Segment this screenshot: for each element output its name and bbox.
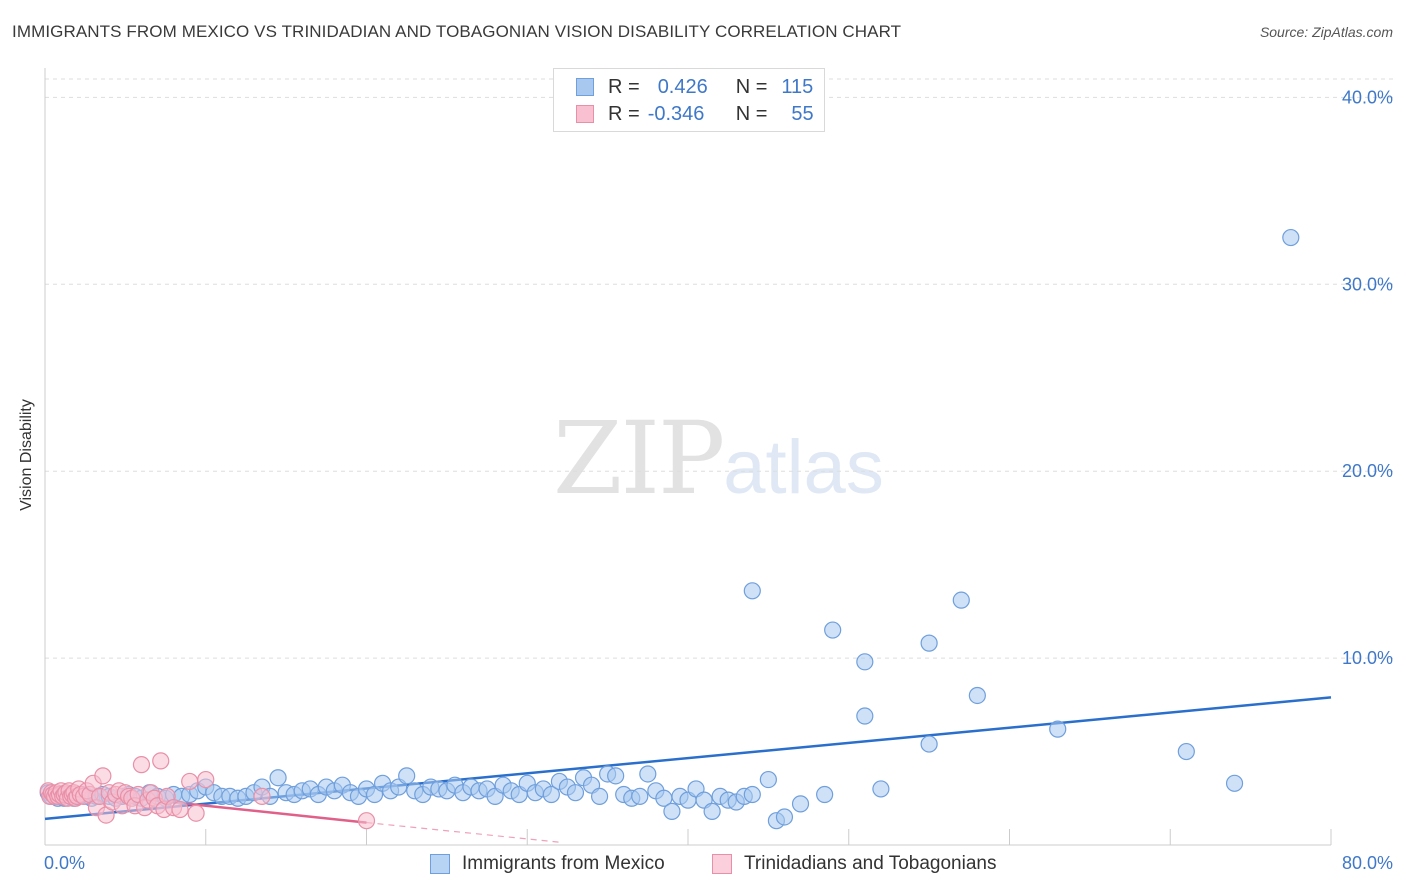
legend-r-label: R = [608,102,640,125]
point-mexico [703,802,721,820]
x-tick-label: 80.0% [1342,853,1393,873]
stats-legend: R = 0.426 N = 115 R = -0.346 N = 55 [553,68,825,132]
point-mexico [856,707,874,725]
point-mexico [607,767,625,785]
watermark-zip: ZIP [553,400,725,517]
point-trinidad [357,812,376,830]
point-trinidad [132,756,151,774]
y-tick-label: 20.0% [1342,461,1393,481]
y-tick-label: 30.0% [1342,274,1393,294]
y-tick-label: 40.0% [1342,87,1393,107]
point-mexico [872,780,890,798]
point-mexico [1049,720,1067,738]
data-points [39,228,1300,830]
trend-line-trinidad-extension [366,821,560,843]
trend-lines [44,696,1332,843]
point-trinidad [181,772,199,791]
legend-item-trinidad: Trinidadians and Tobagonians [712,852,996,876]
point-mexico [791,795,810,813]
point-mexico [743,785,761,804]
point-trinidad [171,800,189,819]
point-trinidad [253,787,271,806]
legend-item-mexico: Immigrants from Mexico [430,852,665,876]
x-tick-label: 0.0% [44,853,85,873]
grid [45,78,1395,659]
legend-row-mexico: R = 0.426 N = 115 [576,74,813,100]
point-mexico [824,621,842,639]
point-mexico [856,653,874,671]
point-trinidad [94,767,112,785]
legend-row-trinidad: R = -0.346 N = 55 [576,101,814,127]
legend-r-label: R = [608,75,640,98]
point-mexico [920,735,938,753]
point-trinidad [197,770,215,789]
legend-n-value: 115 [781,75,814,98]
legend-label-mexico: Immigrants from Mexico [462,853,665,874]
watermark: ZIPatlas [553,400,884,517]
source-label: Source: ZipAtlas.com [1259,24,1393,40]
point-mexico [590,787,609,806]
legend-label-trinidad: Trinidadians and Tobagonians [744,853,997,874]
point-mexico [566,784,585,802]
point-mexico [775,808,794,826]
legend-swatch-trinidad [712,854,732,874]
legend-swatch-mexico [576,78,594,96]
legend-n-value: 55 [791,102,814,125]
legend-swatch-trinidad [576,105,594,123]
tick-labels: 10.0% 20.0% 30.0% 40.0% 0.0% 80.0% [44,87,1393,873]
point-mexico [968,686,986,705]
point-mexico [269,769,287,787]
legend-r-value: -0.346 [647,102,705,125]
chart-title: IMMIGRANTS FROM MEXICO VS TRINIDADIAN AN… [12,22,902,41]
point-mexico [631,787,649,806]
point-mexico [398,767,416,785]
legend-n-label: N = [735,75,768,98]
watermark-atlas: atlas [723,425,884,510]
point-mexico [1282,228,1300,247]
point-mexico [759,770,777,789]
point-mexico [1177,742,1195,761]
y-tick-label: 10.0% [1342,648,1393,668]
point-trinidad [187,804,205,822]
point-mexico [816,785,834,804]
legend-swatch-mexico [430,854,450,874]
point-mexico [663,802,681,820]
point-mexico [639,765,657,783]
point-mexico [1225,774,1244,792]
point-trinidad [152,752,170,770]
point-mexico [920,634,938,652]
point-mexico [743,582,761,600]
legend-r-value: 0.426 [657,75,708,98]
point-mexico [542,785,560,804]
legend-n-label: N = [735,102,768,125]
point-mexico [952,591,970,609]
axes [44,68,1332,846]
